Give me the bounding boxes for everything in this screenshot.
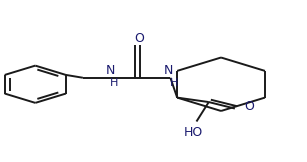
Text: O: O — [135, 32, 145, 45]
Text: N: N — [164, 64, 173, 77]
Text: HO: HO — [184, 126, 203, 139]
Text: O: O — [244, 100, 254, 113]
Text: H: H — [110, 78, 119, 88]
Text: H: H — [170, 78, 178, 88]
Text: N: N — [106, 64, 115, 77]
